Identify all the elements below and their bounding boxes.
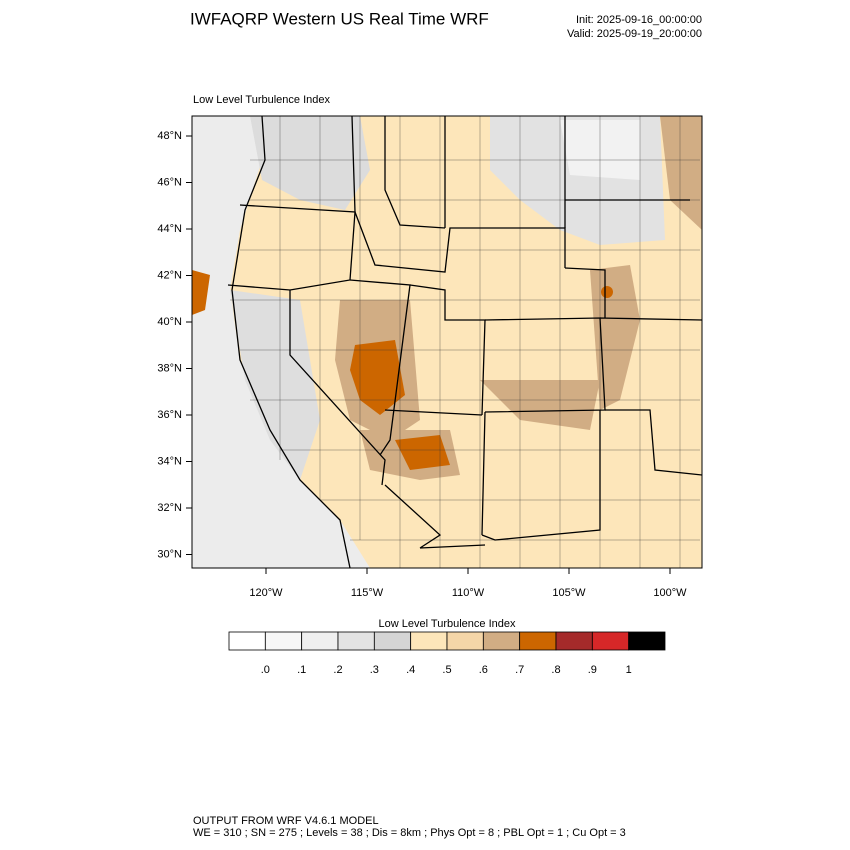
colorbar-box bbox=[301, 631, 339, 651]
lon-label: 100°W bbox=[653, 587, 687, 599]
colorbar-label: .0 bbox=[261, 664, 270, 676]
lat-label: 48°N bbox=[157, 130, 182, 142]
init-time: Init: 2025-09-16_00:00:00 bbox=[576, 14, 702, 26]
colorbar-label: .7 bbox=[515, 664, 524, 676]
valid-time: Valid: 2025-09-19_20:00:00 bbox=[567, 28, 702, 40]
high-turbulence bbox=[395, 435, 450, 470]
colorbar-box bbox=[628, 631, 666, 651]
lon-label: 120°W bbox=[249, 587, 283, 599]
lat-label: 44°N bbox=[157, 223, 182, 235]
colorbar-label: 1 bbox=[626, 664, 632, 676]
lat-label: 36°N bbox=[157, 409, 182, 421]
high-turbulence bbox=[192, 270, 210, 315]
colorbar-box bbox=[373, 631, 412, 651]
colorbar-label: .2 bbox=[333, 664, 342, 676]
colorbar-box bbox=[591, 631, 630, 651]
map bbox=[191, 115, 703, 569]
colorbar-label: .1 bbox=[297, 664, 306, 676]
map-subtitle: Low Level Turbulence Index bbox=[193, 94, 330, 106]
colorbar-box bbox=[410, 631, 448, 651]
colorbar-box bbox=[482, 631, 521, 651]
high-turbulence bbox=[350, 340, 405, 415]
lon-label: 105°W bbox=[552, 587, 586, 599]
county-lines bbox=[230, 116, 700, 568]
brown-region bbox=[660, 116, 702, 230]
lat-label: 46°N bbox=[157, 176, 182, 188]
lat-label: 42°N bbox=[157, 269, 182, 281]
lat-label: 32°N bbox=[157, 502, 182, 514]
colorbar-label: .6 bbox=[479, 664, 488, 676]
lon-label: 115°W bbox=[351, 587, 384, 599]
lat-label: 30°N bbox=[157, 548, 182, 560]
lat-label: 38°N bbox=[157, 362, 182, 374]
colorbar-box bbox=[446, 631, 484, 651]
colorbar-title: Low Level Turbulence Index bbox=[379, 618, 516, 630]
ocean bbox=[192, 116, 370, 568]
colorbar-box bbox=[264, 631, 303, 651]
colorbar-label: .5 bbox=[442, 664, 451, 676]
colorbar-label: .9 bbox=[588, 664, 597, 676]
colorbar-box bbox=[555, 631, 593, 651]
footer-line: OUTPUT FROM WRF V4.6.1 MODEL bbox=[193, 815, 379, 827]
colorbar-box bbox=[228, 631, 266, 651]
high-turbulence bbox=[601, 286, 613, 298]
lat-label: 34°N bbox=[157, 455, 182, 467]
colorbar-label: .8 bbox=[551, 664, 560, 676]
colorbar-box bbox=[519, 631, 557, 651]
footer-line: WE = 310 ; SN = 275 ; Levels = 38 ; Dis … bbox=[193, 827, 626, 839]
title: IWFAQRP Western US Real Time WRF bbox=[190, 9, 489, 28]
map-frame bbox=[191, 115, 703, 569]
lon-label: 110°W bbox=[452, 587, 485, 599]
lat-label: 40°N bbox=[157, 316, 182, 328]
brown-region bbox=[480, 380, 600, 430]
state-borders bbox=[227, 116, 702, 549]
colorbar-label: .4 bbox=[406, 664, 415, 676]
coastline bbox=[231, 116, 351, 568]
colorbar-label: .3 bbox=[370, 664, 379, 676]
colorbar-box bbox=[337, 631, 375, 651]
gray-region bbox=[230, 290, 320, 480]
